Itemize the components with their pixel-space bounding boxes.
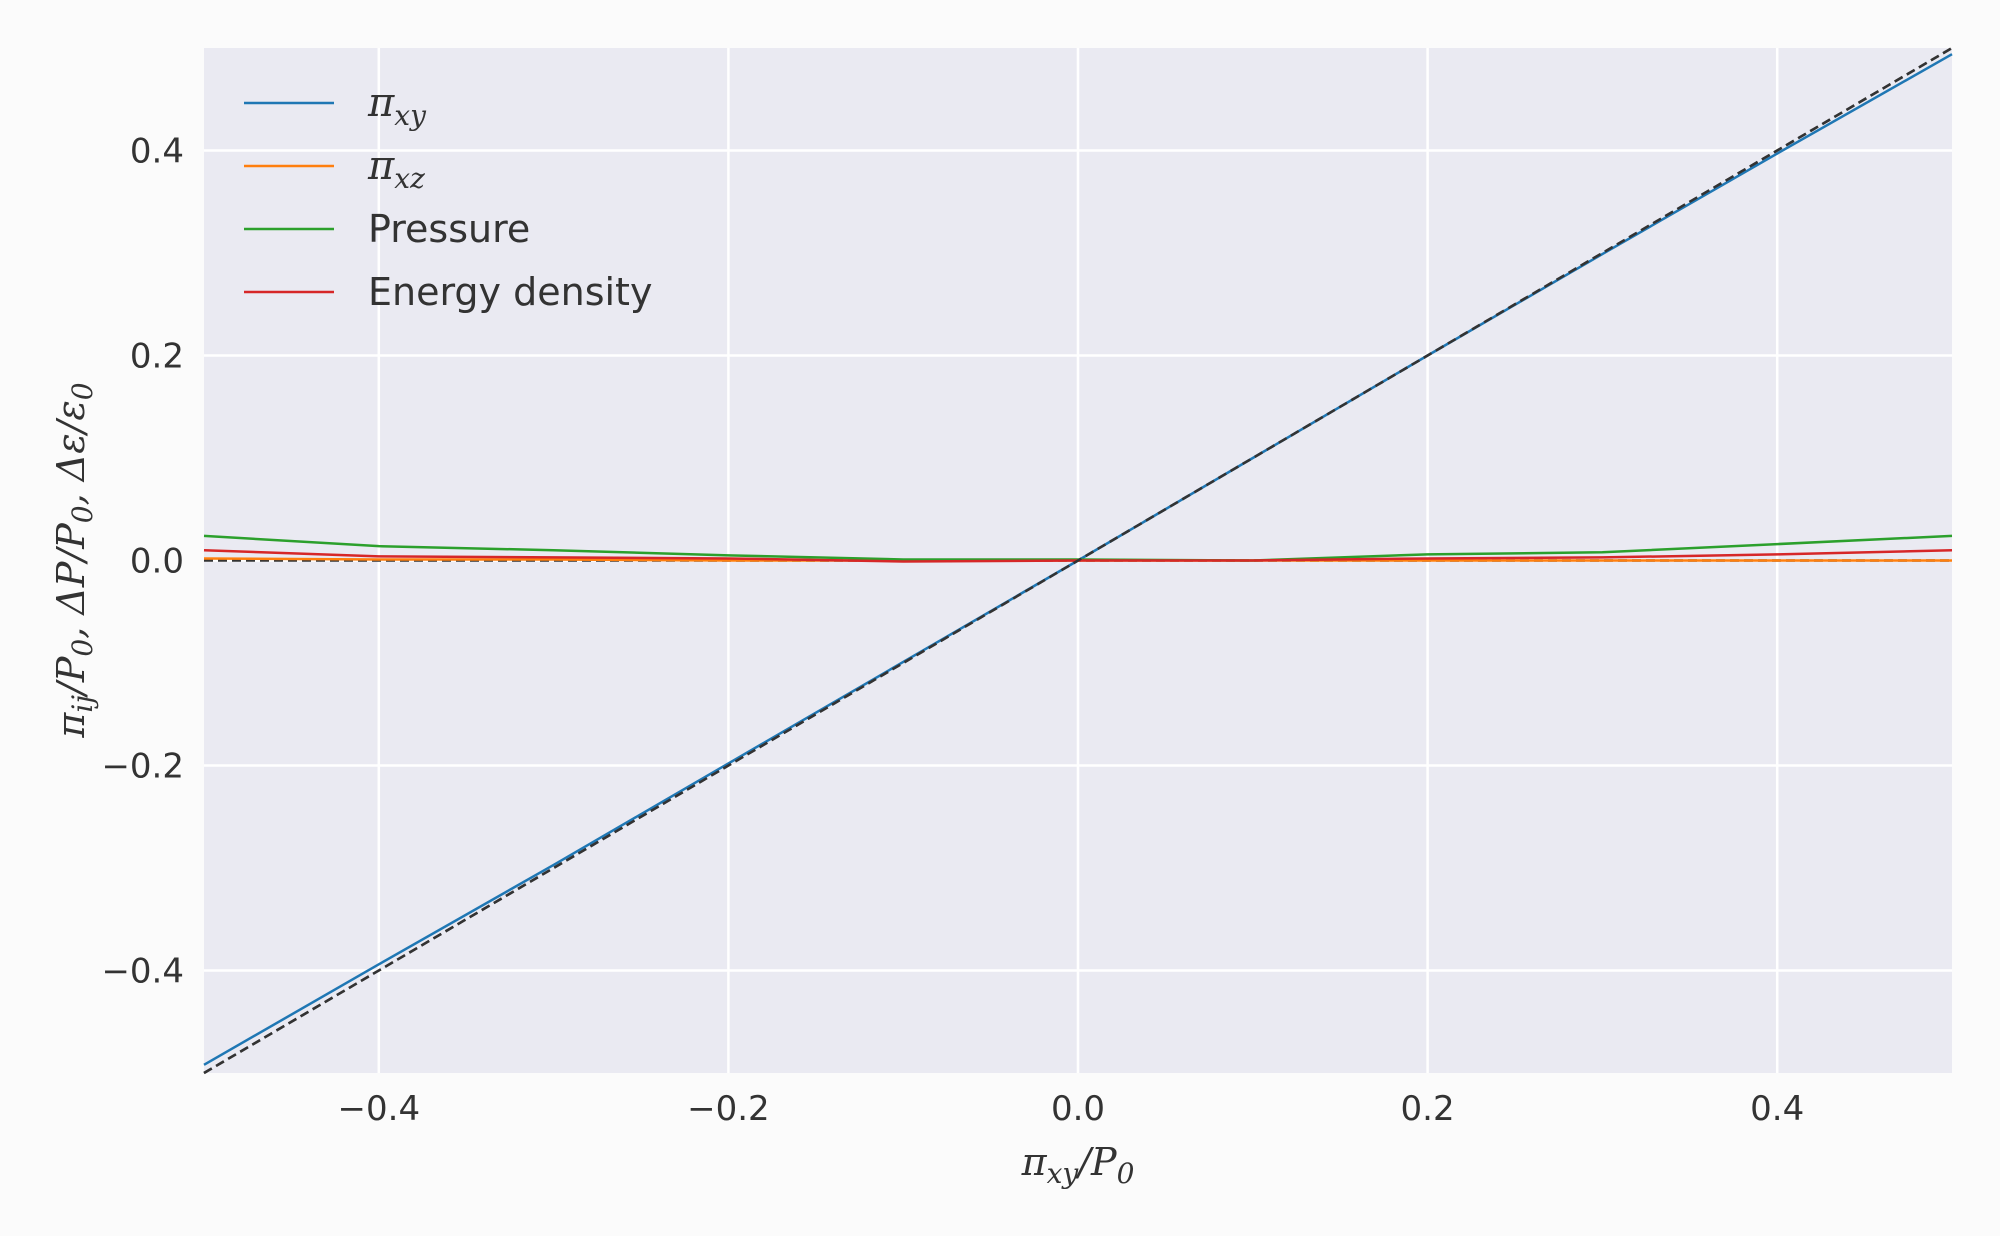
x-tick-label: 0.2	[1401, 1089, 1455, 1129]
x-tick-label: 0.4	[1750, 1089, 1804, 1129]
x-tick-label: −0.4	[338, 1089, 421, 1129]
y-tick-label: 0.0	[130, 542, 184, 582]
x-tick-label: −0.2	[687, 1089, 770, 1129]
y-axis-label: πij/P0, ΔP/P0, Δε/ε0	[49, 382, 99, 738]
x-tick-label: 0.0	[1051, 1089, 1105, 1129]
y-tick-label: −0.2	[101, 747, 184, 787]
legend-label: Energy density	[368, 270, 652, 314]
tick-labels: −0.4 −0.2 0.0 0.2 0.4 −0.4 −0.2 0.0 0.2 0.4	[101, 132, 1804, 1130]
y-tick-label: −0.4	[101, 952, 184, 992]
y-tick-label: 0.2	[130, 337, 184, 377]
legend-label: Pressure	[368, 207, 530, 251]
y-tick-label: 0.4	[130, 132, 184, 172]
x-axis-label: πxy/P0	[1021, 1140, 1135, 1190]
data-series	[203, 46, 1953, 1075]
reference-diagonal-overlay	[203, 46, 1953, 1075]
